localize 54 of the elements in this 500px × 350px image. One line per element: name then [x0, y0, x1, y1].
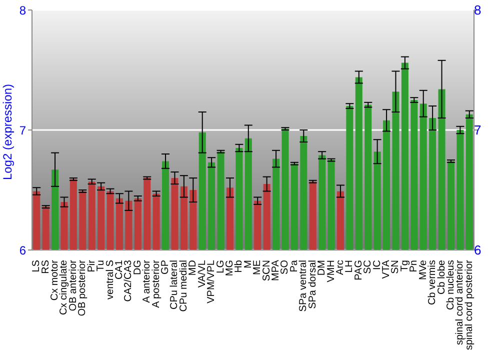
x-tick-label: ME: [252, 260, 264, 275]
x-tick-label: DG: [132, 260, 144, 275]
x-tick-label: Cb vermis: [427, 260, 438, 306]
x-tick-label: CA1: [114, 260, 125, 280]
x-tick-label: A anterior: [142, 259, 153, 303]
x-tick-label: Cx cingulate: [58, 260, 70, 316]
x-tick-label: SPa ventral: [298, 260, 310, 312]
y2-tick-label: 8: [474, 2, 482, 18]
x-tick-label: Pir: [86, 259, 98, 272]
x-tick-label: VTA: [381, 260, 392, 279]
y2-tick-label: 6: [474, 242, 482, 258]
x-tick-label: SCN: [261, 260, 272, 282]
x-tick-label: MD: [188, 260, 199, 276]
x-tick-label: CPu lateral: [169, 260, 180, 310]
x-tick-label: Pn: [408, 260, 420, 272]
y-axis-title: Log2 (expression): [0, 84, 14, 180]
x-tick-label: Tg: [399, 260, 410, 272]
x-tick-label: Arc: [334, 260, 346, 275]
x-tick-label: MG: [224, 260, 236, 276]
x-tick-label: Hb: [234, 260, 245, 273]
x-tick-label: DM: [316, 260, 328, 276]
x-tick-label: RS: [40, 260, 52, 274]
x-tick-label: spinal cord posterior: [464, 259, 475, 350]
x-tick-label: M: [242, 260, 254, 268]
x-tick-label: SC: [362, 260, 374, 274]
x-tick-label: GP: [160, 260, 172, 274]
x-tick-label: spinal cord anterior: [454, 259, 466, 346]
x-tick-label: MPA: [270, 260, 282, 281]
x-tick-label: CPu medial: [178, 260, 190, 312]
y-tick-label: 7: [19, 123, 26, 138]
x-tick-label: Cb lobe: [436, 260, 448, 294]
x-tick-label: MVe: [418, 260, 429, 280]
x-tick-label: PAG: [353, 260, 364, 280]
y2-tick-label: 7: [474, 122, 482, 138]
x-tick-label: SN: [390, 260, 402, 274]
x-tick-label: Tu: [96, 260, 107, 272]
x-tick-label: CA2/CA3: [123, 260, 134, 302]
x-tick-label: IC: [372, 260, 383, 270]
x-tick-label: OB posterior: [77, 259, 88, 316]
x-tick-label: VA/VL: [196, 260, 208, 288]
x-tick-label: Cb nucleus: [445, 260, 456, 310]
x-tick-label: ventral S: [104, 260, 116, 300]
x-tick-label: LG: [215, 260, 226, 274]
y-tick-label: 8: [19, 3, 26, 18]
y-tick-label: 6: [19, 243, 26, 258]
x-tick-label: VPM/VPL: [206, 260, 218, 304]
x-tick-label: LH: [344, 260, 356, 273]
x-tick-label: LS: [31, 260, 42, 272]
x-tick-label: SO: [280, 260, 291, 274]
x-tick-label: OB anterior: [68, 259, 79, 312]
x-tick-label: SPa dorsal: [307, 260, 318, 309]
x-tick-label: Pa: [288, 260, 300, 272]
x-tick-label: VMH: [326, 260, 337, 282]
x-tick-label: A posterior: [150, 259, 162, 308]
